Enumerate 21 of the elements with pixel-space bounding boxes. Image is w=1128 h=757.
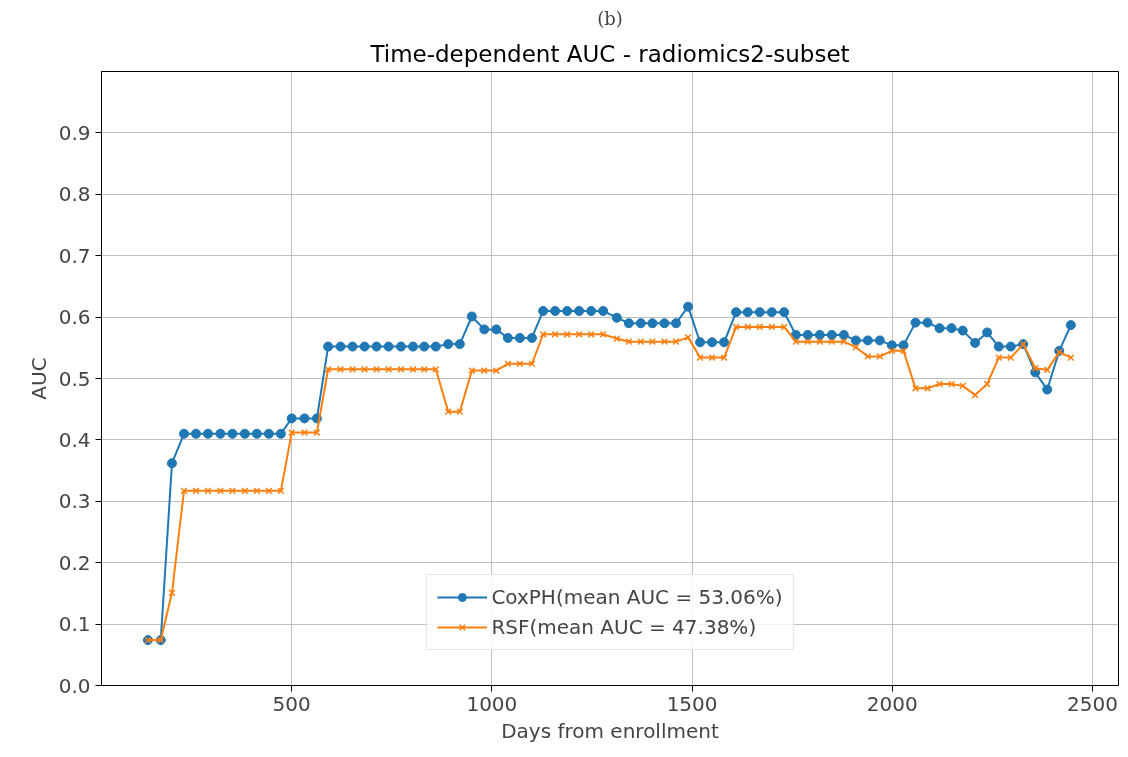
x-tick-label: 1500 xyxy=(666,691,718,716)
y-tick-label: 0.3 xyxy=(58,489,91,514)
y-tick-label: 0.4 xyxy=(58,427,91,452)
chart-title: Time-dependent AUC - radiomics2-subset xyxy=(369,40,850,67)
y-tick-label: 0.6 xyxy=(58,305,91,330)
x-tick-label: 2500 xyxy=(1067,691,1118,716)
legend-label: RSF(mean AUC = 47.38%) xyxy=(491,615,757,639)
text: (b) xyxy=(597,7,623,29)
y-tick-label: 0.0 xyxy=(58,673,91,698)
y-tick-label: 0.2 xyxy=(58,550,91,575)
x-tick-label: 1000 xyxy=(466,691,518,716)
legend-label: CoxPH(mean AUC = 53.06%) xyxy=(491,585,783,609)
y-tick-label: 0.9 xyxy=(58,120,91,145)
y-tick-label: 0.1 xyxy=(58,612,91,637)
x-tick-label: 500 xyxy=(272,691,311,716)
x-tick-label: 2000 xyxy=(866,691,918,716)
x-axis-title: Days from enrollment xyxy=(501,718,719,743)
y-tick-label: 0.7 xyxy=(58,243,91,268)
y-tick-label: 0.5 xyxy=(58,366,91,391)
y-tick-label: 0.8 xyxy=(58,182,91,207)
y-axis-title: AUC xyxy=(26,357,51,400)
